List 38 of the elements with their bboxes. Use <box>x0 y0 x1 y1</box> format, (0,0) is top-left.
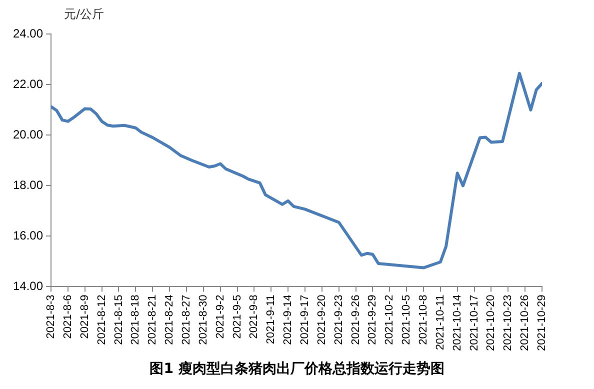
y-tick-label: 20.00 <box>13 128 44 142</box>
x-tick-label: 2021-10-2 <box>384 294 396 345</box>
y-tick-label: 14.00 <box>13 279 44 294</box>
y-tick-label: 24.00 <box>13 26 44 41</box>
x-tick-label: 2021-10-8 <box>418 294 430 345</box>
x-tick-label: 2021-9-2 <box>214 294 226 339</box>
x-tick-label: 2021-8-21 <box>146 294 159 345</box>
x-tick-label: 2021-8-12 <box>96 294 108 345</box>
x-tick-label: 2021-10-5 <box>400 294 413 345</box>
x-tick-label: 2021-8-24 <box>164 294 176 345</box>
x-tick-label: 2021-9-17 <box>299 294 312 345</box>
x-tick-label: 2021-9-20 <box>316 294 328 345</box>
x-tick-label: 2021-8-3 <box>45 294 58 339</box>
y-axis-title: 元/公斤 <box>64 6 104 23</box>
x-tick-label: 2021-9-14 <box>282 294 294 345</box>
x-tick-label: 2021-9-26 <box>350 294 362 345</box>
x-tick-label: 2021-10-26 <box>519 294 532 352</box>
x-tick-label: 2021-8-6 <box>62 294 74 339</box>
x-tick-label: 2021-9-5 <box>231 294 244 339</box>
x-tick-label: 2021-8-27 <box>180 294 192 345</box>
x-tick-label: 2021-10-11 <box>434 294 446 350</box>
y-tick-label: 22.00 <box>13 77 44 92</box>
text: 图1 瘦肉型白条猪肉出厂价格总指数运行走势图 <box>148 360 446 378</box>
x-tick-label: 2021-10-29 <box>536 294 548 352</box>
x-tick-label: 2021-10-17 <box>468 294 480 352</box>
x-tick-label: 2021-9-8 <box>248 294 260 339</box>
x-tick-label: 2021-8-30 <box>197 294 210 345</box>
x-tick-label: 2021-9-11 <box>265 294 278 344</box>
x-tick-label: 2021-8-15 <box>112 294 125 345</box>
y-tick-label: 16.00 <box>13 228 44 243</box>
x-tick-label: 2021-10-14 <box>451 294 464 352</box>
x-tick-label: 2021-9-23 <box>332 294 345 345</box>
x-tick-label: 2021-10-23 <box>502 294 514 352</box>
x-tick-label: 2021-8-9 <box>78 294 91 339</box>
x-tick-label: 2021-8-18 <box>130 294 142 345</box>
y-tick-label: 18.00 <box>13 178 44 192</box>
x-tick-label: 2021-10-20 <box>485 294 498 352</box>
x-tick-label: 2021-9-29 <box>366 294 379 345</box>
